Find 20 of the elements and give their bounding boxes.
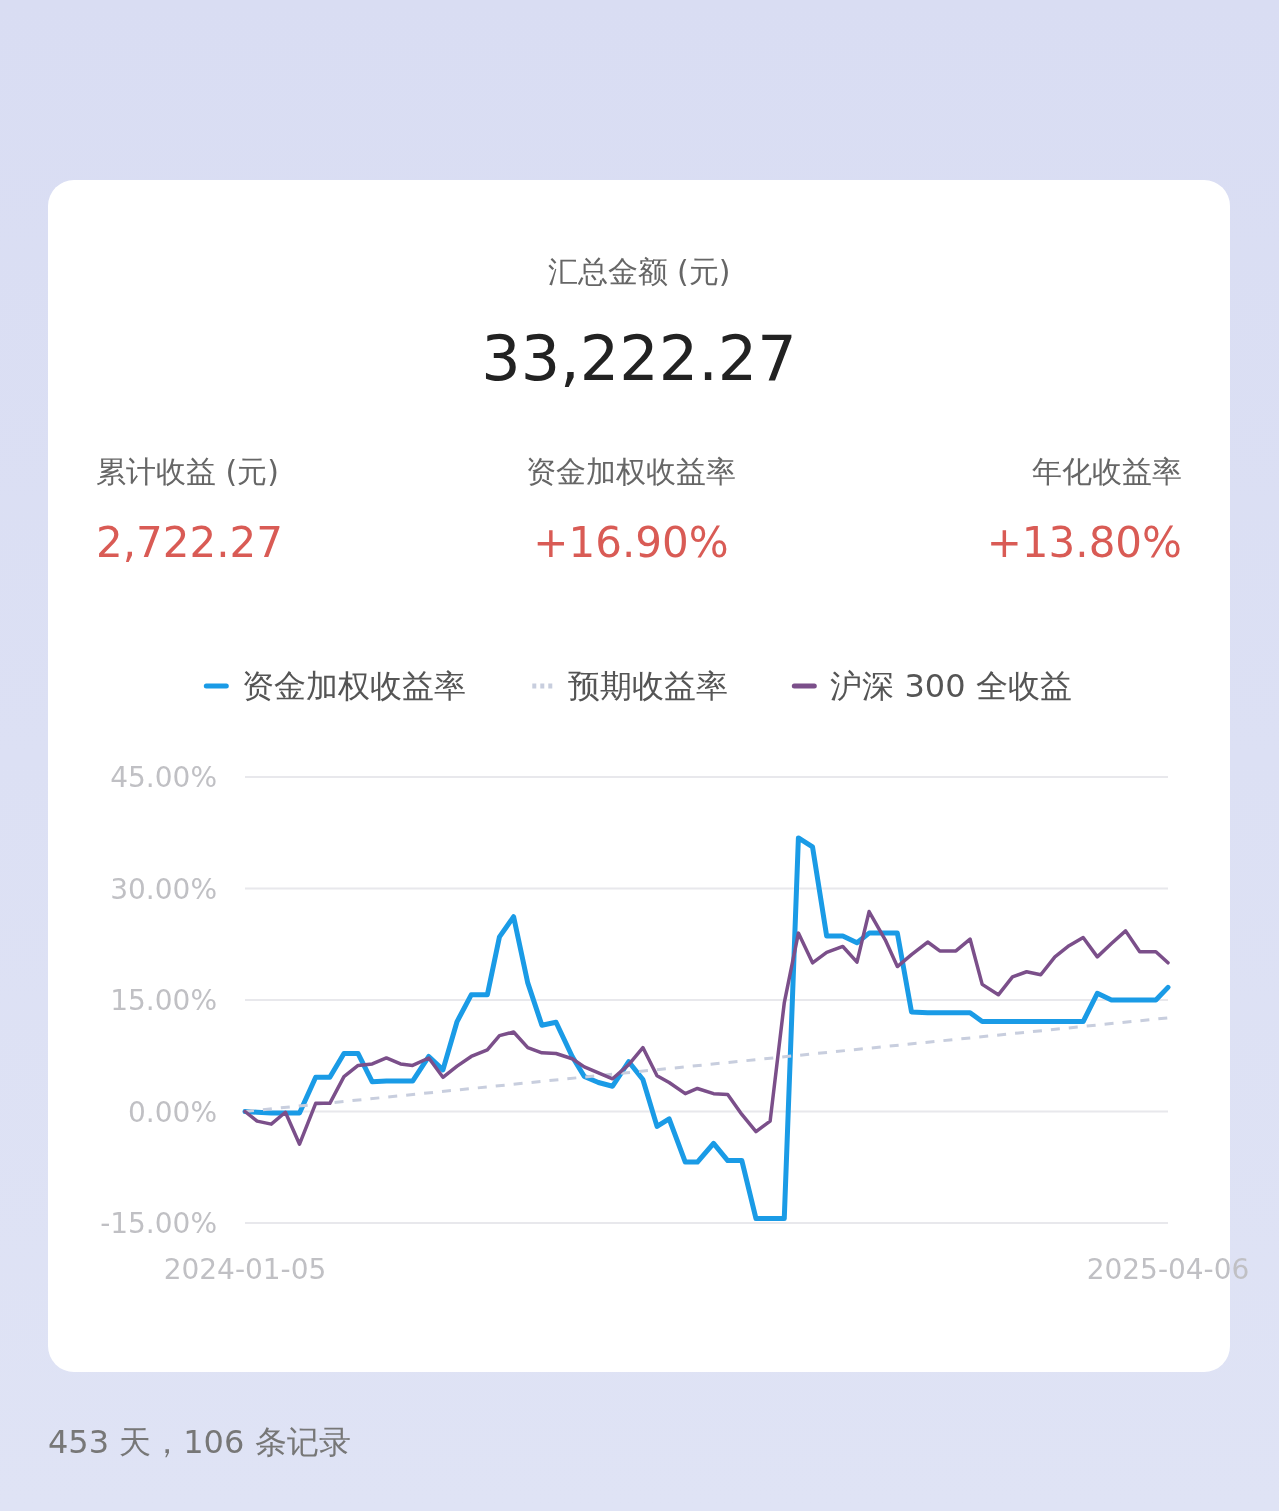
y-tick-label: 30.00% — [110, 872, 217, 906]
text: 累计收益 (元) — [96, 453, 279, 491]
text: 33,222.27 — [480, 322, 798, 395]
legend-label: 沪深 300 全收益 — [830, 667, 1072, 705]
text: +16.90% — [533, 518, 729, 567]
y-tick-label: 15.00% — [110, 984, 217, 1017]
line-series — [243, 909, 1170, 1146]
text: +13.80% — [986, 518, 1182, 567]
legend-label: 预期收益率 — [568, 667, 729, 705]
x-tick-label: 2024-01-05 — [163, 1253, 327, 1286]
y-tick-label: -15.00% — [100, 1207, 217, 1240]
y-tick-label: 0.00% — [128, 1095, 217, 1129]
x-tick-label: 2025-04-06 — [1086, 1253, 1250, 1286]
text: 2,722.27 — [96, 518, 284, 567]
text: 453 天，106 条记录 — [48, 1423, 351, 1461]
y-tick-label: 45.00% — [110, 761, 217, 794]
legend-label: 资金加权收益率 — [242, 667, 467, 705]
text: 汇总金额 (元) — [546, 253, 732, 291]
text: 年化收益率 — [1032, 453, 1182, 491]
text: 资金加权收益率 — [526, 454, 736, 489]
